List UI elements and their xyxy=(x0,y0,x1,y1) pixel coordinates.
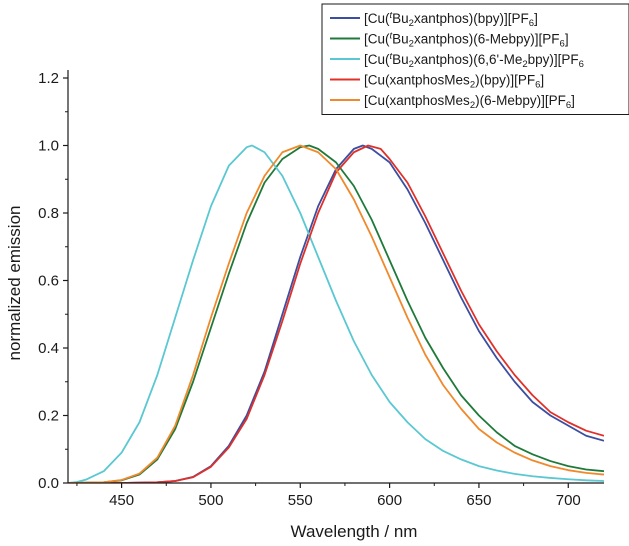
series-line-1 xyxy=(68,144,604,483)
series-line-5 xyxy=(68,144,604,483)
ticks-layer: 450 500 550 600 650 700 0.0 0.2 0.4 0.6 0.8 1.0 1.2 xyxy=(38,70,581,509)
legend-box xyxy=(321,3,629,115)
y-tick-label: 1.2 xyxy=(38,70,59,87)
legend-entry-1: [Cu(tBu2xantphos)(bpy)][PF6] xyxy=(364,10,538,29)
legend-entry-4: [Cu(xantphosMes2)(bpy)][PF6] xyxy=(364,73,544,91)
x-tick-label: 550 xyxy=(288,492,313,509)
x-tick-label: 450 xyxy=(109,492,134,509)
series-line-2 xyxy=(68,144,604,483)
x-tick-label: 700 xyxy=(556,492,581,509)
legend-entry-3: [Cu(tBu2xantphos)(6,6'-Me2bpy)][PF6 xyxy=(364,51,584,70)
legend-entry-5: [Cu(xantphosMes2)(6-Mebpy)][PF6] xyxy=(364,93,575,111)
y-tick-label: 0.0 xyxy=(38,475,59,492)
axes-layer xyxy=(67,70,604,484)
y-tick-label: 1.0 xyxy=(38,138,59,155)
legend: [Cu(tBu2xantphos)(bpy)][PF6] [Cu(tBu2xant… xyxy=(321,3,629,115)
series-layer xyxy=(68,144,604,483)
y-tick-label: 0.2 xyxy=(38,408,59,425)
y-axis-title: normalized emission xyxy=(5,206,24,361)
series-line-4 xyxy=(68,144,604,483)
y-tick-label: 0.4 xyxy=(38,340,59,357)
y-tick-label: 0.8 xyxy=(38,205,59,222)
x-tick-label: 650 xyxy=(466,492,491,509)
legend-entry-2: [Cu(tBu2xantphos)(6-Mebpy)][PF6] xyxy=(364,31,569,50)
x-tick-label: 500 xyxy=(198,492,223,509)
x-axis-title: Wavelength / nm xyxy=(291,522,418,541)
series-line-3 xyxy=(68,144,604,483)
x-tick-label: 600 xyxy=(377,492,402,509)
y-tick-label: 0.6 xyxy=(38,273,59,290)
